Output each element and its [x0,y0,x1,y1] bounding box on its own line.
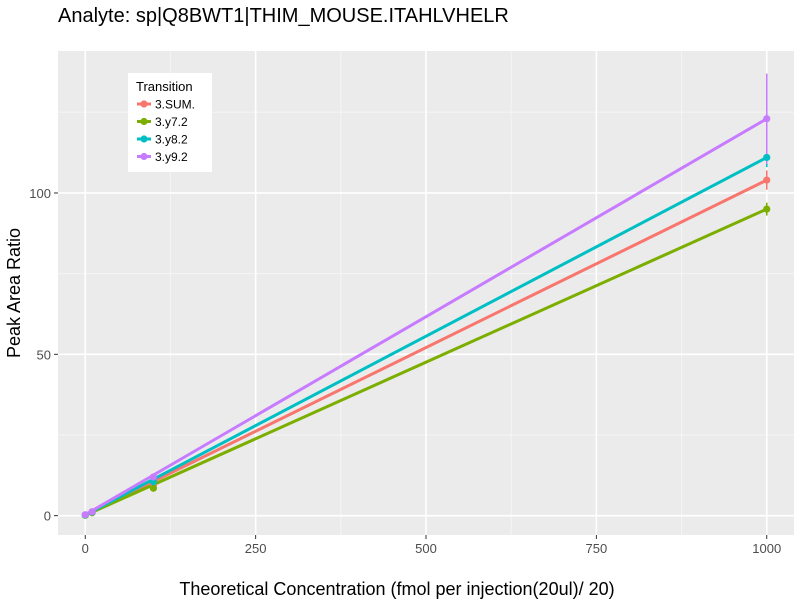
x-axis-title: Theoretical Concentration (fmol per inje… [179,579,614,599]
series-line [84,178,768,517]
grid-major [58,51,794,535]
chart-title: Analyte: sp|Q8BWT1|THIM_MOUSE.ITAHLVHELR [58,5,509,27]
data-point [81,511,89,519]
series-line [84,156,768,517]
y-tick-label: 0 [44,509,51,524]
x-tick-label: 0 [82,541,89,556]
legend-key-point [140,100,148,108]
data-points [81,115,771,519]
x-tick-label: 250 [245,541,267,556]
data-point [763,153,771,162]
legend-items: 3.SUM. 3.y7.2 3.y8.2 3.y9.2 [137,98,195,164]
legend-label: 3.y9.2 [155,150,188,164]
legend: Transition 3.SUM. 3.y7.2 3.y8.2 3.y9.2 [128,73,212,172]
data-point [149,473,158,481]
series-line [84,207,768,517]
data-point [88,508,96,516]
x-tick-label: 750 [586,541,608,556]
y-tick-label: 50 [37,347,51,362]
y-tick-label: 100 [29,186,51,201]
data-point [763,115,771,123]
legend-key-point [140,152,148,161]
data-point [763,176,771,184]
fit-lines [84,117,768,517]
data-point [149,484,158,492]
legend-key-point [140,117,148,126]
x-axis: 0 250 500 750 1000 [82,535,781,556]
legend-label: 3.y7.2 [155,115,188,129]
series-line [84,117,768,516]
legend-title: Transition [136,79,193,94]
x-tick-label: 1000 [752,541,781,556]
legend-key-point [140,135,148,143]
y-axis-title: Peak Area Ratio [4,228,24,358]
legend-label: 3.y8.2 [155,133,188,147]
legend-label: 3.SUM. [155,98,195,112]
y-axis: 0 50 100 [29,186,58,524]
x-tick-label: 500 [415,541,437,556]
data-point [763,205,771,213]
